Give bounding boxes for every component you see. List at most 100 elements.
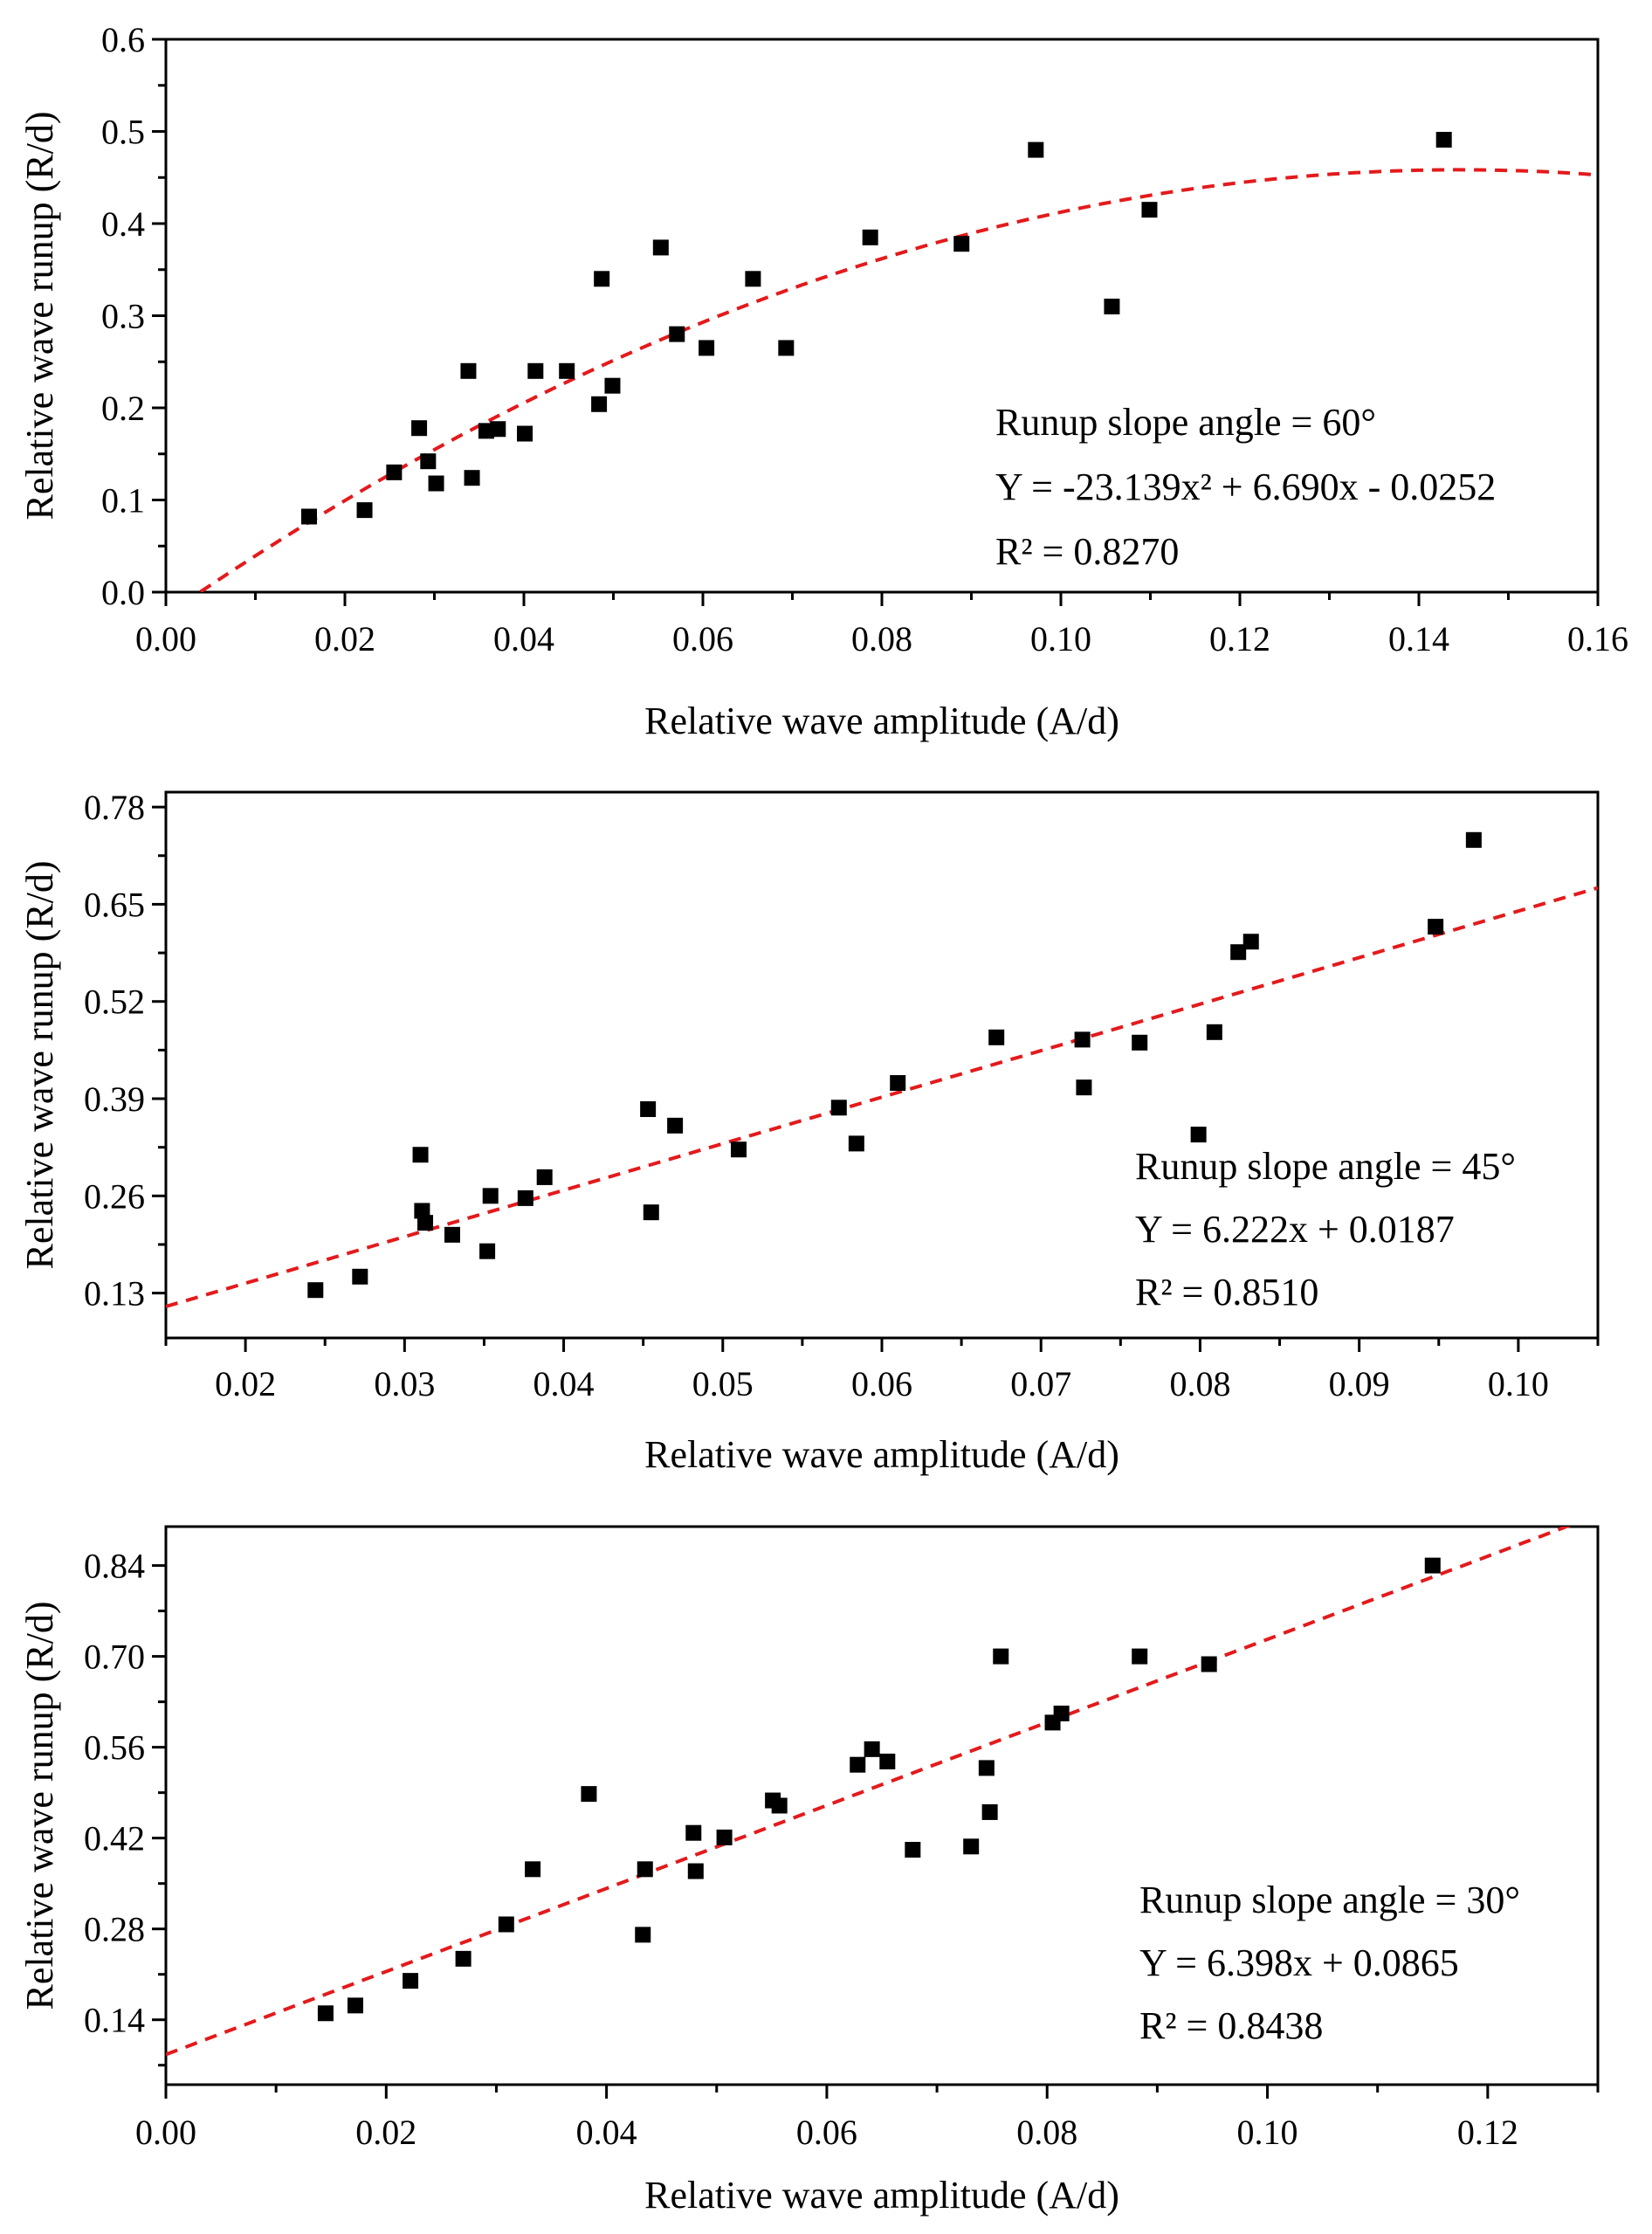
y-tick-label: 0.42 [84,1819,145,1858]
x-tick-label: 0.14 [1388,619,1449,658]
x-tick-label: 0.09 [1329,1364,1390,1403]
data-point [1076,1079,1092,1096]
data-point [411,420,428,437]
data-point [850,1756,866,1773]
x-tick-label: 0.10 [1488,1364,1549,1403]
y-axis-title: Relative wave runup (R/d) [18,1602,61,2010]
x-axis-title: Relative wave amplitude (A/d) [644,2174,1119,2217]
x-axis-title: Relative wave amplitude (A/d) [644,1433,1119,1476]
x-tick-label: 0.00 [135,2113,196,2152]
y-tick-label: 0.14 [84,2001,145,2040]
y-tick-label: 0.13 [84,1274,145,1314]
data-point [905,1842,921,1858]
data-point [685,1824,702,1841]
annotation-equation: Y = -23.139x² + 6.690x - 0.0252 [995,465,1496,508]
data-point [652,239,669,256]
data-point [687,1863,704,1879]
x-tick-label: 0.02 [215,1364,276,1403]
data-point [640,1101,657,1118]
y-tick-label: 0.39 [84,1079,145,1119]
x-tick-label: 0.05 [692,1364,754,1403]
data-point [1104,298,1120,314]
x-tick-label: 0.08 [1169,1364,1230,1403]
x-tick-label: 0.08 [851,619,912,658]
data-point [1028,141,1044,158]
annotation-title: Runup slope angle = 60° [995,401,1376,444]
data-point [517,425,533,442]
data-point [317,2005,334,2022]
x-tick-label: 0.04 [493,619,554,658]
fit-line [196,168,1598,592]
data-point [981,1803,998,1820]
data-point [830,1100,847,1116]
x-tick-label: 0.16 [1567,619,1628,658]
y-tick-label: 0.1 [101,481,145,521]
data-point [731,1141,747,1158]
data-point [669,326,685,342]
y-tick-label: 0.65 [84,885,145,924]
data-point [963,1838,980,1855]
data-point [1465,831,1482,848]
chart-panel-2: 0.02 0.03 0.04 0.05 0.06 0.07 0.08 0.09 0.10 0.13… [18,788,1600,1476]
data-point [848,1135,864,1152]
data-point [490,421,506,438]
data-point [1132,1034,1148,1051]
data-point [536,1169,553,1185]
x-tick-label: 0.02 [355,2113,416,2152]
data-point [1141,202,1158,218]
plot-frame [164,790,1600,1340]
x-tick-label: 0.03 [374,1364,435,1403]
data-point [347,1997,363,2014]
data-point [420,453,437,470]
annotation-equation: Y = 6.222x + 0.0187 [1135,1208,1455,1251]
data-point [464,470,480,486]
y-tick-label: 0.78 [84,788,145,827]
y-tick-label: 0.6 [101,20,145,59]
data-point [455,1950,472,1967]
data-point [479,1243,496,1259]
data-point [1428,919,1444,935]
y-tick-label: 0.84 [84,1547,145,1586]
data-point [890,1075,906,1092]
x-tick-label: 0.06 [672,619,733,658]
y-tick-label: 0.4 [101,204,145,244]
data-point [301,508,317,525]
x-tick-label: 0.04 [533,1364,595,1403]
data-point [460,362,477,379]
annotation-r2: R² = 0.8438 [1139,2004,1323,2047]
data-point [307,1282,324,1299]
data-point [412,1147,429,1163]
data-point [635,1927,651,1943]
data-point [864,1741,880,1757]
data-point [778,340,795,356]
chart-panel-3: 0.00 0.02 0.04 0.06 0.08 0.10 0.12 0.14 0.28 0.42… [18,1525,1600,2217]
y-tick-label: 0.28 [84,1910,145,1949]
y-tick-label: 0.56 [84,1728,145,1768]
data-point [517,1189,533,1206]
data-point [879,1753,896,1769]
data-point [978,1760,995,1776]
data-point [482,1188,499,1204]
data-point [771,1797,788,1814]
plot-frame [164,38,1600,594]
data-point [414,1203,430,1219]
annotation-r2: R² = 0.8270 [995,530,1179,573]
annotation-title: Runup slope angle = 45° [1135,1145,1516,1188]
data-point [352,1268,368,1285]
data-point [417,1215,434,1231]
data-point [591,396,608,412]
data-point [862,229,878,245]
x-tick-label: 0.00 [135,619,196,658]
data-point [525,1861,541,1878]
y-tick-label: 0.70 [84,1638,145,1677]
data-point [716,1829,733,1845]
y-axis-title: Relative wave runup (R/d) [18,861,61,1270]
x-tick-label: 0.10 [1030,619,1091,658]
plot-frame [164,1525,1600,2086]
x-tick-label: 0.08 [1016,2113,1077,2152]
data-point [1424,1557,1441,1574]
data-point [1132,1648,1148,1665]
data-point [356,502,373,519]
data-point [527,362,544,379]
